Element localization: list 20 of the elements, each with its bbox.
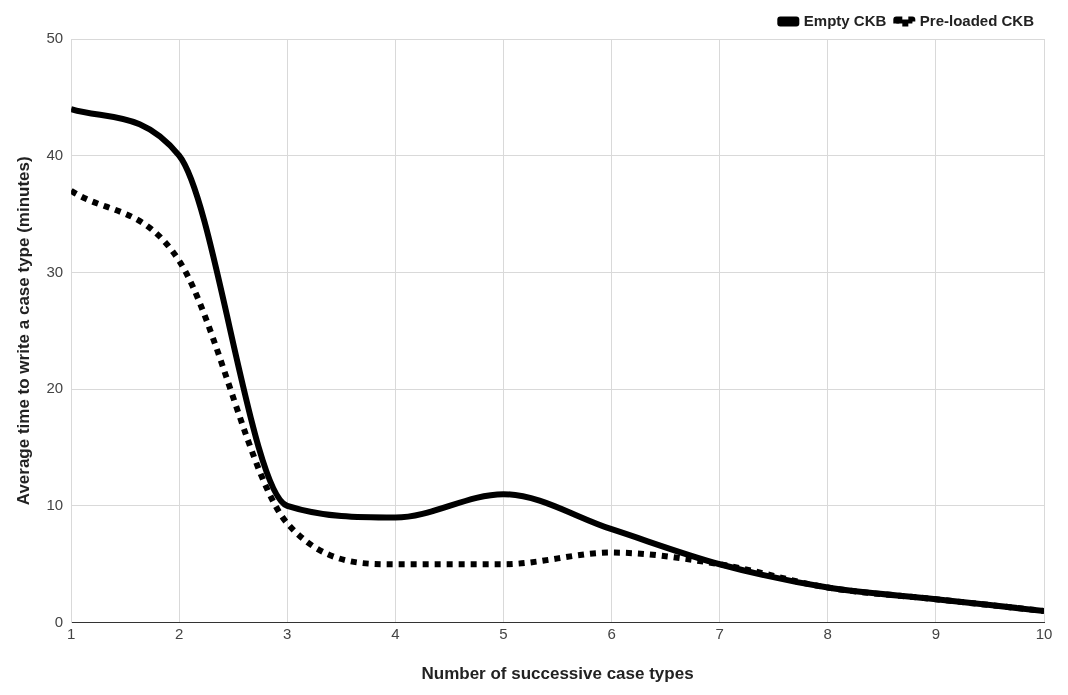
x-tick-label: 6 bbox=[607, 624, 616, 642]
y-tick-label: 40 bbox=[46, 145, 64, 163]
x-tick-label: 5 bbox=[499, 624, 508, 642]
x-tick-label: 8 bbox=[823, 624, 832, 642]
x-tick-label: 7 bbox=[715, 624, 724, 642]
x-tick-label: 3 bbox=[283, 624, 292, 642]
legend-label: Empty CKB bbox=[803, 11, 887, 29]
x-axis-title: Number of successive case types bbox=[421, 664, 694, 684]
x-tick-label: 2 bbox=[175, 624, 184, 642]
y-tick-label: 30 bbox=[46, 262, 64, 280]
y-tick-label: 10 bbox=[46, 496, 64, 514]
y-tick-label: 20 bbox=[46, 379, 64, 397]
y-axis-title: Average time to write a case type (minutes) bbox=[13, 156, 33, 506]
x-tick-label: 4 bbox=[391, 624, 400, 642]
x-tick-label: 1 bbox=[66, 624, 76, 642]
legend-label: Pre-loaded CKB bbox=[919, 11, 1035, 29]
x-tick-label: 9 bbox=[931, 624, 941, 642]
y-tick-label: 0 bbox=[54, 612, 64, 630]
y-tick-label: 50 bbox=[46, 29, 64, 47]
x-tick-label: 10 bbox=[1035, 624, 1053, 642]
